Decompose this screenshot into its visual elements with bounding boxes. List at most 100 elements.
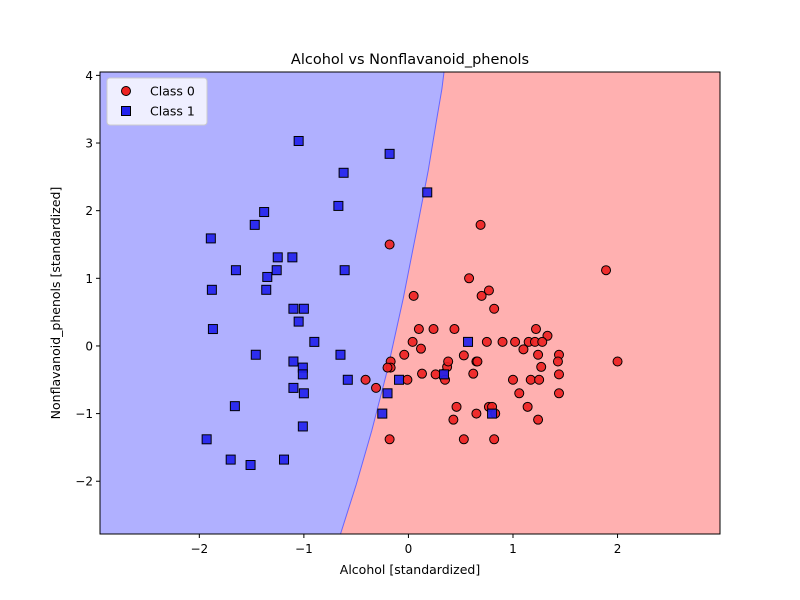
point-class-0-17 (382, 362, 393, 373)
x-axis-label: Alcohol [standardized] (340, 562, 480, 577)
point-class-1-15 (261, 284, 272, 295)
point-class-0-49 (514, 388, 525, 399)
y-axis-label: Nonflavanoid_phenols [standardized] (48, 187, 63, 420)
point-class-0-52 (448, 414, 459, 425)
y-tick-label-4: 2 (85, 204, 93, 218)
x-tick-label-1: −1 (295, 542, 313, 556)
x-tick-label-3: 1 (509, 542, 517, 556)
point-class-0-47 (534, 374, 545, 385)
point-class-1-9 (287, 252, 298, 263)
point-class-0-10 (601, 265, 612, 276)
point-class-1-31 (298, 388, 309, 399)
point-class-1-34 (377, 408, 388, 419)
point-class-0-7 (476, 290, 487, 301)
point-class-1-36 (297, 421, 308, 432)
point-class-0-59 (458, 434, 469, 445)
x-tick-label-2: 0 (405, 542, 413, 556)
x-axis-ticks: −2 −1 0 1 2 (190, 534, 621, 556)
y-tick-label-2: 0 (85, 339, 93, 353)
decision-boundary-line (340, 72, 445, 534)
point-class-0-21 (417, 368, 428, 379)
data-points (201, 135, 623, 471)
point-class-0-43 (536, 361, 547, 372)
point-class-0-36 (530, 324, 541, 335)
point-class-1-29 (463, 336, 474, 347)
point-class-1-37 (201, 434, 212, 445)
point-class-0-14 (399, 349, 410, 360)
point-class-0-44 (553, 369, 564, 380)
point-class-0-25 (443, 356, 454, 367)
point-class-1-40 (245, 460, 256, 471)
legend-box (106, 77, 208, 126)
point-class-0-40 (533, 349, 544, 360)
point-class-1-0 (293, 135, 304, 146)
point-class-0-13 (415, 343, 426, 354)
y-tick-label-6: 4 (85, 69, 93, 83)
point-class-1-18 (293, 316, 304, 327)
point-class-0-1 (408, 290, 419, 301)
point-class-1-21 (250, 349, 261, 360)
y-tick-label-3: 1 (85, 272, 93, 286)
chart-title: Alcohol vs Nonflavanoid_phenols (291, 52, 529, 68)
point-class-1-2 (338, 167, 349, 178)
point-class-1-26 (342, 374, 353, 385)
point-class-1-16 (288, 303, 299, 314)
legend-label-class-0: Class 0 (150, 84, 195, 99)
point-class-0-12 (407, 336, 418, 347)
point-class-1-14 (206, 284, 217, 295)
point-class-0-50 (522, 401, 533, 412)
y-tick-label-1: −1 (75, 407, 93, 421)
point-class-0-60 (489, 434, 500, 445)
point-class-1-23 (288, 356, 299, 367)
region-class-0 (340, 72, 720, 534)
point-class-0-9 (489, 303, 500, 314)
point-class-0-31 (481, 336, 492, 347)
point-class-0-4 (449, 324, 460, 335)
point-class-1-20 (309, 336, 320, 347)
region-class-1 (100, 72, 444, 534)
point-class-0-3 (428, 324, 439, 335)
point-class-1-11 (271, 265, 282, 276)
point-class-0-32 (497, 336, 508, 347)
point-class-0-8 (483, 285, 494, 296)
point-class-0-51 (451, 401, 462, 412)
point-class-1-19 (207, 324, 218, 335)
point-class-0-34 (518, 344, 529, 355)
point-class-1-25 (297, 369, 308, 380)
point-class-0-57 (533, 414, 544, 425)
point-class-0-42 (552, 356, 563, 367)
x-tick-label-4: 2 (614, 542, 622, 556)
point-class-0-48 (553, 388, 564, 399)
point-class-1-6 (249, 219, 260, 230)
point-class-1-10 (230, 265, 241, 276)
point-class-0-45 (507, 374, 518, 385)
point-class-1-35 (487, 408, 498, 419)
legend-marker-class-1 (121, 106, 131, 116)
point-class-1-8 (272, 252, 283, 263)
point-class-0-19 (371, 382, 382, 393)
point-class-0-39 (537, 336, 548, 347)
point-class-1-22 (335, 349, 346, 360)
point-class-0-33 (510, 336, 521, 347)
x-tick-label-0: −2 (190, 542, 208, 556)
y-tick-label-0: −2 (75, 475, 93, 489)
point-class-1-12 (262, 271, 273, 282)
point-class-0-28 (468, 368, 479, 379)
point-class-0-18 (360, 374, 371, 385)
legend-label-class-1: Class 1 (150, 104, 195, 119)
point-class-1-33 (229, 401, 240, 412)
point-class-0-2 (413, 324, 424, 335)
point-class-1-30 (288, 382, 299, 393)
plot-frame (99, 71, 721, 535)
point-class-0-11 (612, 356, 623, 367)
point-class-1-32 (382, 388, 393, 399)
point-class-0-6 (475, 219, 486, 230)
point-class-1-38 (225, 454, 236, 465)
point-class-0-20 (402, 374, 413, 385)
point-class-1-13 (339, 265, 350, 276)
point-class-0-30 (472, 356, 483, 367)
point-class-1-28 (438, 369, 449, 380)
point-class-1-17 (298, 303, 309, 314)
point-class-0-27 (458, 350, 469, 361)
